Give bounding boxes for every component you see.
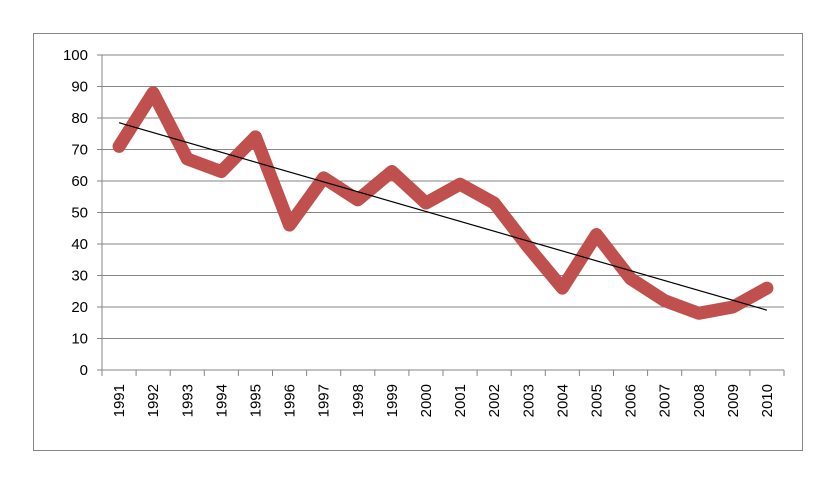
data-point (254, 136, 256, 138)
data-point (323, 177, 325, 179)
x-tick-label: 1994 (213, 384, 230, 417)
data-point (289, 224, 291, 226)
x-tick-label: 2003 (520, 384, 537, 417)
data-point (527, 246, 529, 248)
data-point (118, 145, 120, 147)
y-tick-label: 70 (71, 142, 88, 159)
x-tick-label: 1999 (384, 384, 401, 417)
trendline (118, 122, 768, 311)
y-tick-label: 0 (80, 362, 88, 379)
y-tick-label: 40 (71, 236, 88, 253)
x-tick-label: 1991 (111, 384, 128, 417)
y-tick-label: 60 (71, 173, 88, 190)
data-point (220, 171, 222, 173)
data-point (766, 287, 768, 289)
data-point (664, 300, 666, 302)
x-tick-label: 1997 (316, 384, 333, 417)
x-tick-label: 1996 (282, 384, 299, 417)
x-tick-label: 2002 (486, 384, 503, 417)
x-tick-label: 1993 (179, 384, 196, 417)
data-point (493, 202, 495, 204)
data-point (732, 306, 734, 308)
data-point (698, 312, 700, 314)
x-tick-label: 2006 (623, 384, 640, 417)
x-tick-label: 2004 (554, 384, 571, 417)
y-tick-label: 30 (71, 268, 88, 285)
x-tick-label: 2007 (657, 384, 674, 417)
y-tick-label: 100 (63, 47, 88, 64)
data-point (595, 234, 597, 236)
x-tick-label: 1992 (145, 384, 162, 417)
data-point (152, 92, 154, 94)
x-tick-label: 1998 (350, 384, 367, 417)
y-tick-label: 80 (71, 110, 88, 127)
y-tick-label: 20 (71, 299, 88, 316)
x-tick-label: 2010 (759, 384, 776, 417)
data-point (561, 287, 563, 289)
data-point (357, 199, 359, 201)
data-point (459, 183, 461, 185)
y-tick-label: 10 (71, 331, 88, 348)
x-tick-label: 2009 (725, 384, 742, 417)
data-point (391, 171, 393, 173)
x-tick-label: 2005 (588, 384, 605, 417)
y-tick-label: 50 (71, 205, 88, 222)
x-tick-label: 2008 (691, 384, 708, 417)
data-point (630, 278, 632, 280)
x-tick-label: 1995 (247, 384, 264, 417)
series-line (112, 86, 774, 320)
x-tick-label: 2001 (452, 384, 469, 417)
x-tick-label: 2000 (418, 384, 435, 417)
data-point (186, 158, 188, 160)
y-tick-label: 90 (71, 79, 88, 96)
data-point (425, 202, 427, 204)
